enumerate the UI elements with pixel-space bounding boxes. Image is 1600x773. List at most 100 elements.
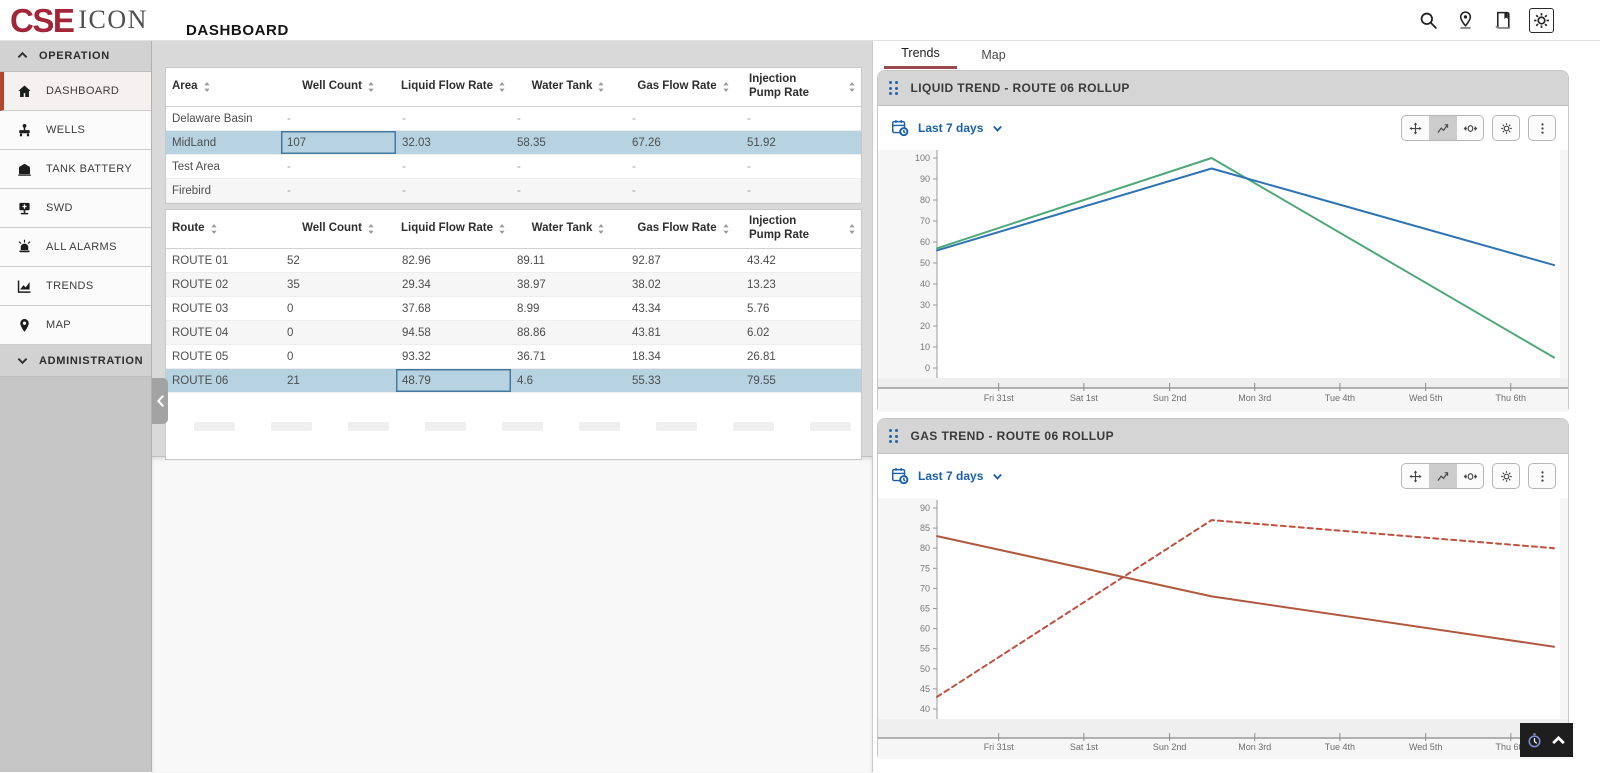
table-cell[interactable]: 38.97 [517, 278, 546, 291]
table-cell[interactable]: 107 [281, 131, 396, 154]
table-cell[interactable]: ROUTE 02 [172, 278, 229, 291]
section-header-operation[interactable]: OPERATION [0, 40, 151, 72]
trend-mode-button[interactable] [1429, 116, 1456, 140]
table-cell[interactable]: - [747, 184, 751, 197]
table-cell[interactable]: 0 [287, 350, 294, 363]
column-header-well-count[interactable]: Well Count [281, 210, 396, 248]
table-cell[interactable]: 29.34 [402, 278, 431, 291]
column-header-gas-flow-rate[interactable]: Gas Flow Rate [626, 68, 741, 106]
table-cell[interactable]: MidLand [172, 136, 217, 149]
sort-icon[interactable] [597, 223, 605, 235]
sidebar-item-map[interactable]: MAP [0, 306, 151, 345]
drag-handle-icon[interactable] [889, 81, 898, 95]
table-cell[interactable]: 88.86 [517, 326, 546, 339]
table-cell[interactable]: 6.02 [747, 326, 770, 339]
table-cell[interactable]: - [402, 160, 406, 173]
time-range-picker[interactable]: Last 7 days [890, 466, 1004, 486]
chart-settings-button[interactable] [1492, 463, 1520, 489]
table-cell[interactable]: 55.33 [632, 374, 661, 387]
drag-handle-icon[interactable] [889, 429, 898, 443]
table-cell[interactable]: ROUTE 05 [172, 350, 229, 363]
table-cell[interactable]: 89.11 [517, 254, 545, 267]
sidebar-item-tank-battery[interactable]: TANK BATTERY [0, 150, 151, 189]
sidebar-item-wells[interactable]: WELLS [0, 111, 151, 150]
table-cell[interactable]: 48.79 [396, 369, 511, 392]
sort-icon[interactable] [367, 81, 375, 93]
column-header-water-tank[interactable]: Water Tank [511, 210, 626, 248]
table-cell[interactable]: 79.55 [747, 374, 776, 387]
sidebar-item-trends[interactable]: TRENDS [0, 267, 151, 306]
sort-icon[interactable] [203, 81, 211, 93]
sidebar-item-swd[interactable]: SWD [0, 189, 151, 228]
table-cell[interactable]: - [747, 112, 751, 125]
table-cell[interactable]: 8.99 [517, 302, 540, 315]
table-cell[interactable]: 0 [287, 302, 294, 315]
table-cell[interactable]: - [287, 184, 291, 197]
tab-map[interactable]: Map [981, 47, 1006, 62]
table-cell[interactable]: 51.92 [747, 136, 776, 149]
column-header-liquid-flow-rate[interactable]: Liquid Flow Rate [396, 210, 511, 248]
sort-icon[interactable] [498, 223, 506, 235]
table-cell[interactable]: 32.03 [402, 136, 431, 149]
column-header-injection-pump-rate[interactable]: Injection Pump Rate [741, 68, 861, 106]
time-range-picker[interactable]: Last 7 days [890, 118, 1004, 138]
sort-icon[interactable] [722, 81, 730, 93]
table-cell[interactable]: 26.81 [747, 350, 776, 363]
column-header-route[interactable]: Route [166, 210, 281, 248]
table-cell[interactable]: Test Area [172, 160, 220, 173]
horizontal-pan-button[interactable] [1456, 464, 1483, 488]
table-row-route-05[interactable]: ROUTE 05 0 93.32 36.71 18.34 26.81 [166, 345, 861, 369]
column-header-gas-flow-rate[interactable]: Gas Flow Rate [626, 210, 741, 248]
table-row-firebird[interactable]: Firebird - - - - - [166, 179, 861, 203]
table-cell[interactable]: 82.96 [402, 254, 431, 267]
sort-icon[interactable] [848, 223, 856, 235]
timer-widget[interactable] [1520, 723, 1573, 757]
horizontal-pan-button[interactable] [1456, 116, 1483, 140]
table-cell[interactable]: - [287, 160, 291, 173]
column-header-area[interactable]: Area [166, 68, 281, 106]
table-cell[interactable]: 43.34 [632, 302, 661, 315]
table-row-route-03[interactable]: ROUTE 03 0 37.68 8.99 43.34 5.76 [166, 297, 861, 321]
table-cell[interactable]: - [747, 160, 751, 173]
pan-move-button[interactable] [1402, 464, 1429, 488]
table-cell[interactable]: Firebird [172, 184, 211, 197]
table-row-route-01[interactable]: ROUTE 01 52 82.96 89.11 92.87 43.42 [166, 249, 861, 273]
table-cell[interactable]: 93.32 [402, 350, 431, 363]
section-header-administration[interactable]: ADMINISTRATION [0, 345, 151, 377]
table-cell[interactable]: 5.76 [747, 302, 770, 315]
table-cell[interactable]: - [632, 184, 636, 197]
chevron-up-icon[interactable] [1550, 732, 1567, 749]
table-cell[interactable]: - [402, 112, 406, 125]
table-cell[interactable]: 43.42 [747, 254, 776, 267]
search-icon[interactable] [1418, 10, 1439, 31]
tab-trends[interactable]: Trends [884, 40, 957, 69]
table-cell[interactable]: 36.71 [517, 350, 546, 363]
sidebar-collapse-handle[interactable] [152, 378, 168, 424]
table-row-route-02[interactable]: ROUTE 02 35 29.34 38.97 38.02 13.23 [166, 273, 861, 297]
table-row-delaware-basin[interactable]: Delaware Basin - - - - - [166, 107, 861, 131]
sort-icon[interactable] [367, 223, 375, 235]
table-cell[interactable]: - [287, 112, 291, 125]
table-cell[interactable]: ROUTE 04 [172, 326, 229, 339]
table-cell[interactable]: 52 [287, 254, 300, 267]
table-row-route-06[interactable]: ROUTE 06 21 48.79 4.6 55.33 79.55 [166, 369, 861, 393]
table-row-midland[interactable]: MidLand 107 32.03 58.35 67.26 51.92 [166, 131, 861, 155]
pan-move-button[interactable] [1402, 116, 1429, 140]
sort-icon[interactable] [498, 81, 506, 93]
table-cell[interactable]: 0 [287, 326, 294, 339]
table-cell[interactable]: 13.23 [747, 278, 776, 291]
column-header-liquid-flow-rate[interactable]: Liquid Flow Rate [396, 68, 511, 106]
column-header-injection-pump-rate[interactable]: Injection Pump Rate [741, 210, 861, 248]
table-row-route-04[interactable]: ROUTE 04 0 94.58 88.86 43.81 6.02 [166, 321, 861, 345]
chart-settings-button[interactable] [1492, 115, 1520, 141]
table-cell[interactable]: 92.87 [632, 254, 661, 267]
stopwatch-icon[interactable] [1526, 732, 1543, 749]
table-cell[interactable]: ROUTE 03 [172, 302, 229, 315]
table-cell[interactable]: 67.26 [632, 136, 661, 149]
table-cell[interactable]: 43.81 [632, 326, 661, 339]
book-icon[interactable] [1492, 10, 1513, 31]
sort-icon[interactable] [722, 223, 730, 235]
table-cell[interactable]: - [632, 160, 636, 173]
table-cell[interactable]: ROUTE 06 [172, 374, 229, 387]
table-cell[interactable]: ROUTE 01 [172, 254, 229, 267]
